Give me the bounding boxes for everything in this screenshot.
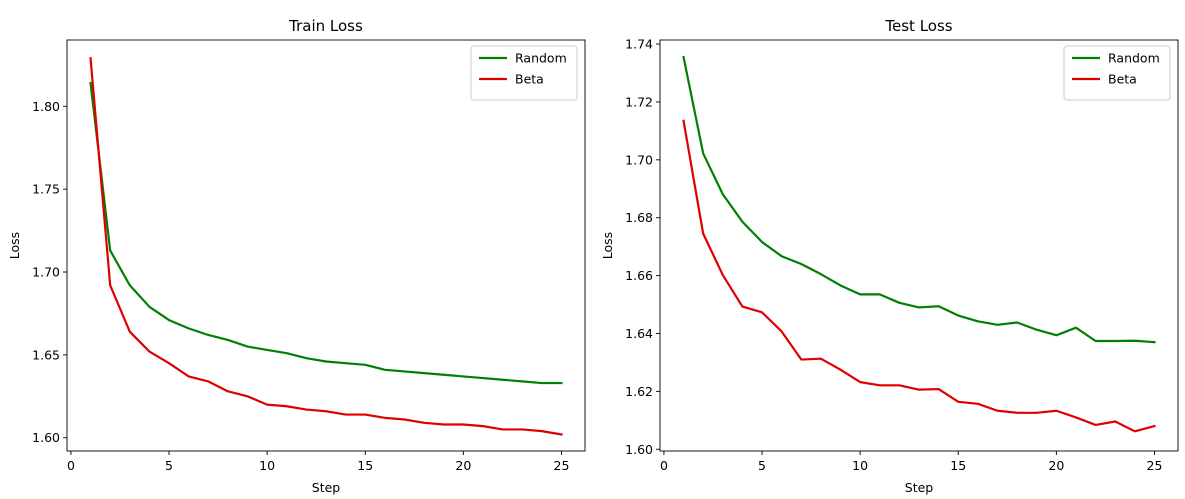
x-tick-label: 15 bbox=[950, 458, 966, 473]
x-axis-label: Step bbox=[312, 480, 341, 495]
y-tick-label: 1.70 bbox=[625, 152, 653, 167]
y-tick-label: 1.66 bbox=[625, 268, 653, 283]
y-tick-label: 1.70 bbox=[32, 265, 60, 280]
legend: Random Beta bbox=[1063, 45, 1171, 101]
chart-title: Test Loss bbox=[884, 17, 952, 35]
y-tick-label: 1.72 bbox=[625, 94, 653, 109]
legend-label: Beta bbox=[515, 72, 544, 87]
plot-frame bbox=[66, 39, 586, 452]
series-line-random bbox=[89, 81, 563, 385]
chart-panel-2: Test Loss 0 5 10 15 20 25 1.60 1.62 1.64 1.66 1.68 1… bbox=[600, 17, 1179, 495]
series-line-random bbox=[682, 55, 1156, 344]
y-tick-label: 1.60 bbox=[625, 442, 653, 457]
legend-label: Random bbox=[1108, 51, 1160, 66]
x-tick-label: 5 bbox=[758, 458, 766, 473]
y-tick-label: 1.75 bbox=[32, 182, 60, 197]
y-tick-label: 1.60 bbox=[32, 430, 60, 445]
legend-box bbox=[470, 45, 578, 101]
x-tick-label: 15 bbox=[357, 458, 373, 473]
y-tick-label: 1.64 bbox=[625, 326, 653, 341]
y-tick-label: 1.80 bbox=[32, 99, 60, 114]
legend-box bbox=[1063, 45, 1171, 101]
y-axis-label: Loss bbox=[600, 232, 615, 259]
x-tick-label: 25 bbox=[554, 458, 570, 473]
x-tick-label: 10 bbox=[259, 458, 275, 473]
legend: Random Beta bbox=[470, 45, 578, 101]
series-line-beta bbox=[682, 119, 1156, 433]
y-tick-label: 1.62 bbox=[625, 384, 653, 399]
x-tick-label: 5 bbox=[165, 458, 173, 473]
series-line-beta bbox=[89, 57, 563, 436]
x-axis-label: Step bbox=[905, 480, 934, 495]
plot-frame bbox=[659, 39, 1179, 452]
y-tick-label: 1.68 bbox=[625, 210, 653, 225]
x-tick-label: 20 bbox=[1048, 458, 1064, 473]
x-tick-label: 0 bbox=[660, 458, 668, 473]
x-tick-label: 0 bbox=[67, 458, 75, 473]
x-tick-label: 25 bbox=[1147, 458, 1163, 473]
y-axis-label: Loss bbox=[7, 232, 22, 259]
x-tick-label: 20 bbox=[455, 458, 471, 473]
chart-title: Train Loss bbox=[288, 17, 363, 35]
legend-label: Random bbox=[515, 51, 567, 66]
y-tick-label: 1.65 bbox=[32, 347, 60, 362]
y-tick-label: 1.74 bbox=[625, 37, 653, 52]
legend-label: Beta bbox=[1108, 72, 1137, 87]
chart-panel-1: Train Loss 0 5 10 15 20 25 1.60 1.65 1.70 1.75 1.80… bbox=[7, 17, 586, 495]
x-tick-label: 10 bbox=[852, 458, 868, 473]
